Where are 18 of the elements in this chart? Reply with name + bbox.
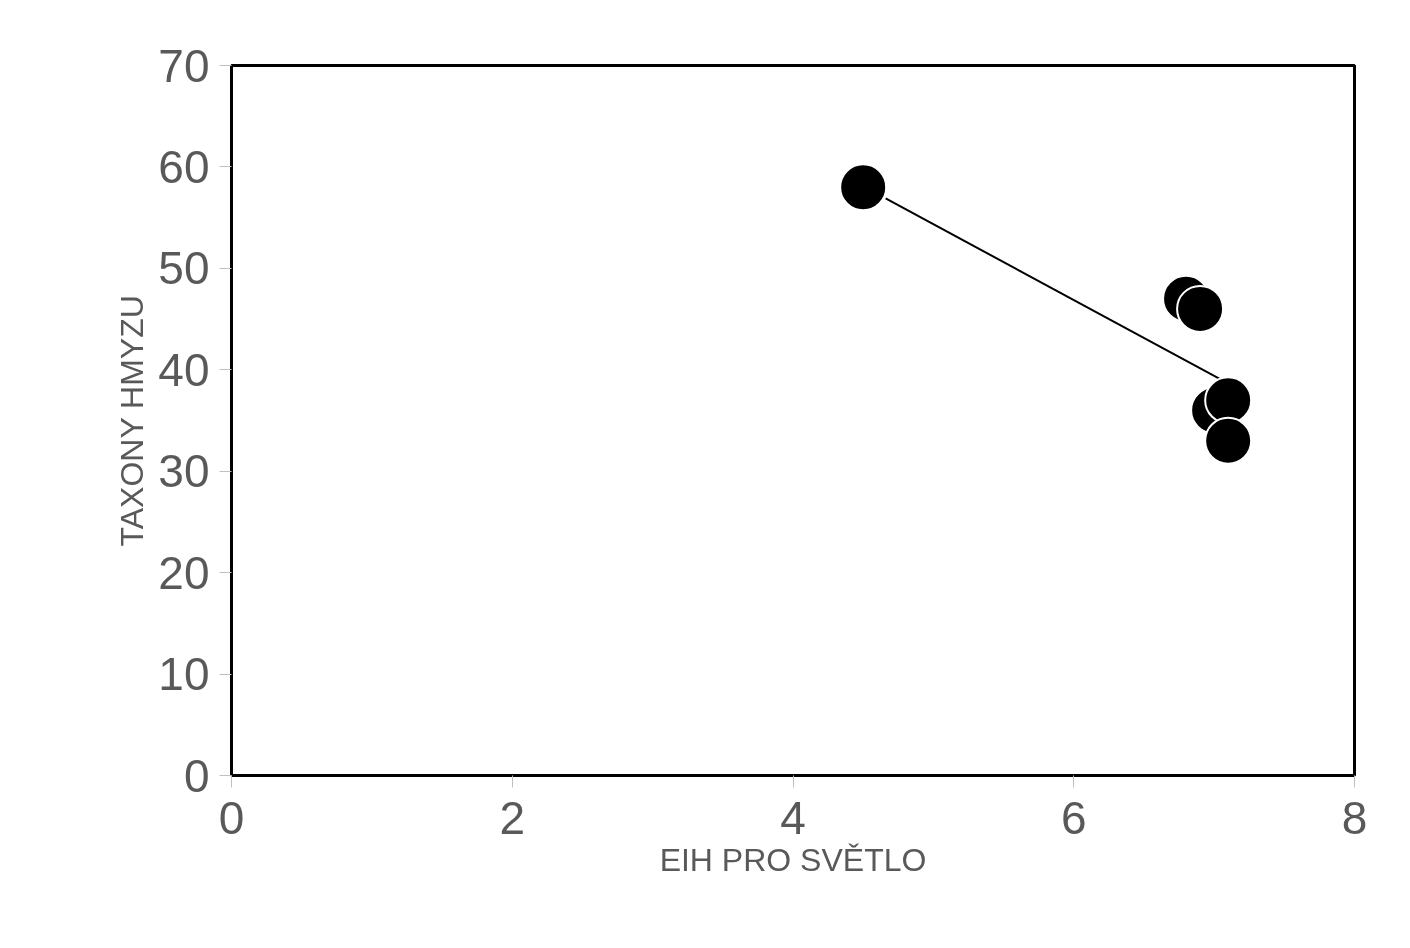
- y-axis-title: TAXONY HMYZU: [114, 295, 151, 547]
- y-tick-label: 40: [158, 343, 210, 396]
- y-tick-label: 30: [158, 445, 210, 498]
- y-tick-label: 70: [158, 39, 210, 92]
- point: [839, 163, 888, 212]
- y-tick-label: 0: [183, 749, 210, 802]
- x-tick-label: 2: [499, 791, 526, 844]
- y-tick-label: 10: [158, 648, 210, 701]
- y-tick-label: 50: [158, 242, 210, 295]
- x-tick-label: 8: [1341, 791, 1368, 844]
- y-tick-label: 20: [158, 546, 210, 599]
- x-tick-label: 0: [218, 791, 245, 844]
- x-tick-label: 4: [780, 791, 806, 844]
- x-axis-title: EIH PRO SVĚTLO: [659, 841, 927, 878]
- point: [1176, 284, 1225, 333]
- x-tick-label: 6: [1060, 791, 1087, 844]
- y-tick-label: 60: [158, 140, 210, 193]
- point: [1204, 416, 1253, 465]
